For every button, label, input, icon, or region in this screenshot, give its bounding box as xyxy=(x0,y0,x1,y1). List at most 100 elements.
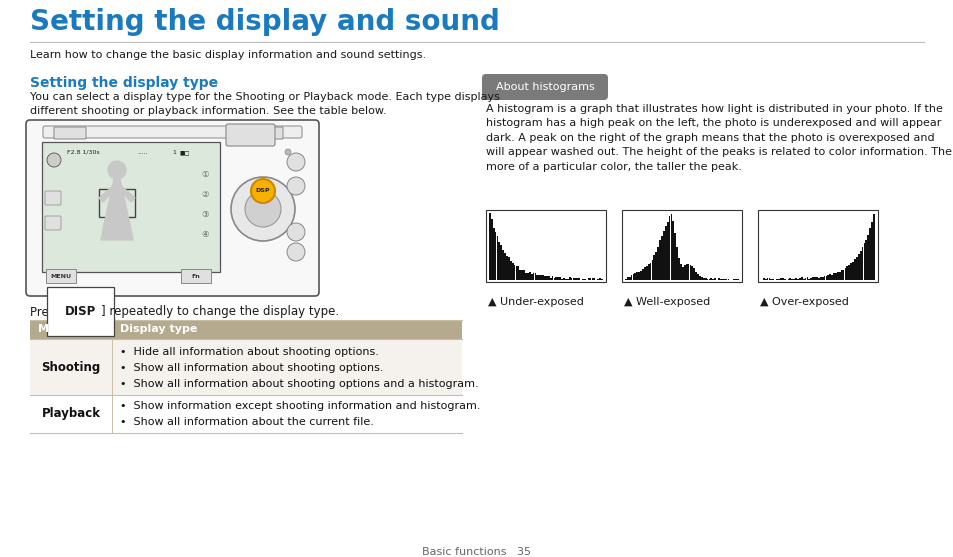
Bar xyxy=(836,272,838,280)
Bar xyxy=(543,276,545,280)
Bar xyxy=(668,216,670,280)
Bar xyxy=(639,271,641,280)
Bar xyxy=(657,247,659,280)
Circle shape xyxy=(287,177,305,195)
Bar xyxy=(572,278,574,280)
Bar xyxy=(689,265,691,280)
Bar xyxy=(518,270,520,280)
Bar xyxy=(30,320,461,339)
Bar xyxy=(583,278,585,280)
Bar xyxy=(841,270,843,280)
Bar xyxy=(725,279,727,280)
FancyBboxPatch shape xyxy=(481,74,607,100)
Bar xyxy=(781,278,782,280)
Bar xyxy=(553,278,555,280)
Circle shape xyxy=(245,191,281,227)
Polygon shape xyxy=(101,179,132,240)
Bar xyxy=(681,267,683,280)
Bar xyxy=(589,278,591,280)
Bar xyxy=(574,278,576,280)
FancyBboxPatch shape xyxy=(54,127,86,139)
Bar xyxy=(30,395,461,433)
Bar xyxy=(651,260,653,280)
Text: ①: ① xyxy=(201,170,209,179)
Bar xyxy=(522,270,524,280)
Bar xyxy=(568,277,570,280)
Text: ] repeatedly to change the display type.: ] repeatedly to change the display type. xyxy=(101,305,338,318)
Bar xyxy=(866,234,868,280)
Bar xyxy=(672,221,674,280)
Bar xyxy=(733,278,734,280)
Bar xyxy=(504,253,505,280)
Bar xyxy=(670,213,672,280)
FancyBboxPatch shape xyxy=(43,126,302,138)
Text: MENU: MENU xyxy=(51,273,71,278)
Bar xyxy=(793,278,794,280)
Bar xyxy=(485,210,605,282)
Bar xyxy=(840,270,841,280)
Bar xyxy=(699,276,700,280)
Bar xyxy=(721,279,723,280)
Bar xyxy=(849,262,851,280)
Bar xyxy=(826,275,828,280)
Circle shape xyxy=(287,153,305,171)
FancyBboxPatch shape xyxy=(258,127,283,139)
Bar xyxy=(819,277,821,280)
Bar xyxy=(591,278,593,280)
Bar xyxy=(520,270,522,280)
Bar xyxy=(541,275,543,280)
Bar xyxy=(789,278,790,280)
Bar xyxy=(566,278,568,280)
Circle shape xyxy=(285,149,291,155)
Bar xyxy=(515,266,517,280)
Bar xyxy=(861,247,862,280)
Bar xyxy=(526,273,528,280)
Bar xyxy=(772,279,773,280)
Bar xyxy=(851,262,853,280)
Bar xyxy=(509,261,511,280)
Text: ․․․․․: ․․․․․ xyxy=(137,150,148,155)
Bar xyxy=(555,277,557,280)
Bar xyxy=(708,279,710,280)
Bar xyxy=(853,259,855,280)
Text: ■□: ■□ xyxy=(180,150,191,155)
Bar xyxy=(549,278,551,280)
Bar xyxy=(824,276,826,280)
Bar xyxy=(805,277,807,280)
Text: Playback: Playback xyxy=(42,408,100,421)
Bar xyxy=(868,228,870,280)
Bar xyxy=(659,240,660,280)
Bar xyxy=(493,228,494,280)
Bar xyxy=(843,268,845,280)
Bar xyxy=(641,269,643,280)
Bar xyxy=(495,232,496,280)
FancyBboxPatch shape xyxy=(45,191,61,205)
Bar xyxy=(676,247,678,280)
Bar xyxy=(679,265,681,280)
Bar xyxy=(704,278,706,280)
Bar xyxy=(764,279,766,280)
FancyBboxPatch shape xyxy=(226,124,274,146)
Bar xyxy=(534,273,536,280)
Bar xyxy=(727,279,729,280)
Bar xyxy=(42,142,220,272)
Bar xyxy=(799,278,800,280)
Bar xyxy=(576,278,578,280)
Text: F2.8 1/30s: F2.8 1/30s xyxy=(67,150,99,155)
Bar xyxy=(834,273,836,280)
Bar xyxy=(718,278,720,280)
Text: Setting the display and sound: Setting the display and sound xyxy=(30,8,499,36)
Bar xyxy=(530,274,532,280)
Bar xyxy=(624,279,626,280)
Bar xyxy=(536,275,537,280)
Bar xyxy=(634,273,636,280)
FancyBboxPatch shape xyxy=(26,120,318,296)
Bar xyxy=(524,272,526,280)
Text: Display type: Display type xyxy=(120,325,197,335)
FancyBboxPatch shape xyxy=(46,269,76,283)
Text: •  Show all information about shooting options and a histogram.: • Show all information about shooting op… xyxy=(120,379,478,389)
Bar xyxy=(857,254,859,280)
Bar xyxy=(645,266,647,280)
Bar xyxy=(811,277,813,280)
Bar xyxy=(780,278,781,280)
